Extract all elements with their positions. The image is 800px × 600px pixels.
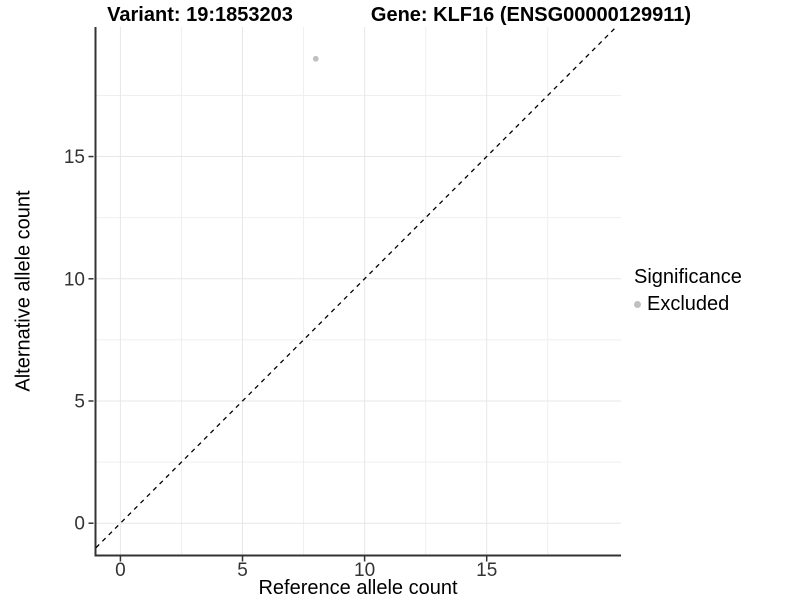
y-tick-label: 10 — [64, 269, 85, 290]
legend-items: Excluded — [634, 293, 742, 316]
y-tick-label: 15 — [64, 147, 85, 168]
y-tick-label: 0 — [74, 514, 85, 535]
legend-item: Excluded — [634, 293, 742, 316]
gene-title: Gene: KLF16 (ENSG00000129911) — [370, 4, 692, 26]
legend-item-label: Excluded — [647, 293, 730, 315]
x-axis-title: Reference allele count — [258, 577, 458, 599]
x-tick-label: 10 — [354, 560, 375, 581]
variant-title: Variant: 19:1853203 — [107, 4, 293, 26]
legend: Significance Excluded — [634, 266, 742, 316]
x-tick-label: 15 — [476, 560, 497, 581]
x-tick-label: 5 — [237, 560, 248, 581]
y-axis-title: Alternative allele count — [12, 190, 35, 392]
y-tick-label: 5 — [74, 392, 85, 413]
x-tick-label: 0 — [115, 560, 126, 581]
legend-title: Significance — [634, 266, 742, 288]
identity-reference-line — [95, 26, 617, 549]
legend-point-icon — [634, 301, 641, 308]
data-point-excluded — [312, 55, 319, 62]
